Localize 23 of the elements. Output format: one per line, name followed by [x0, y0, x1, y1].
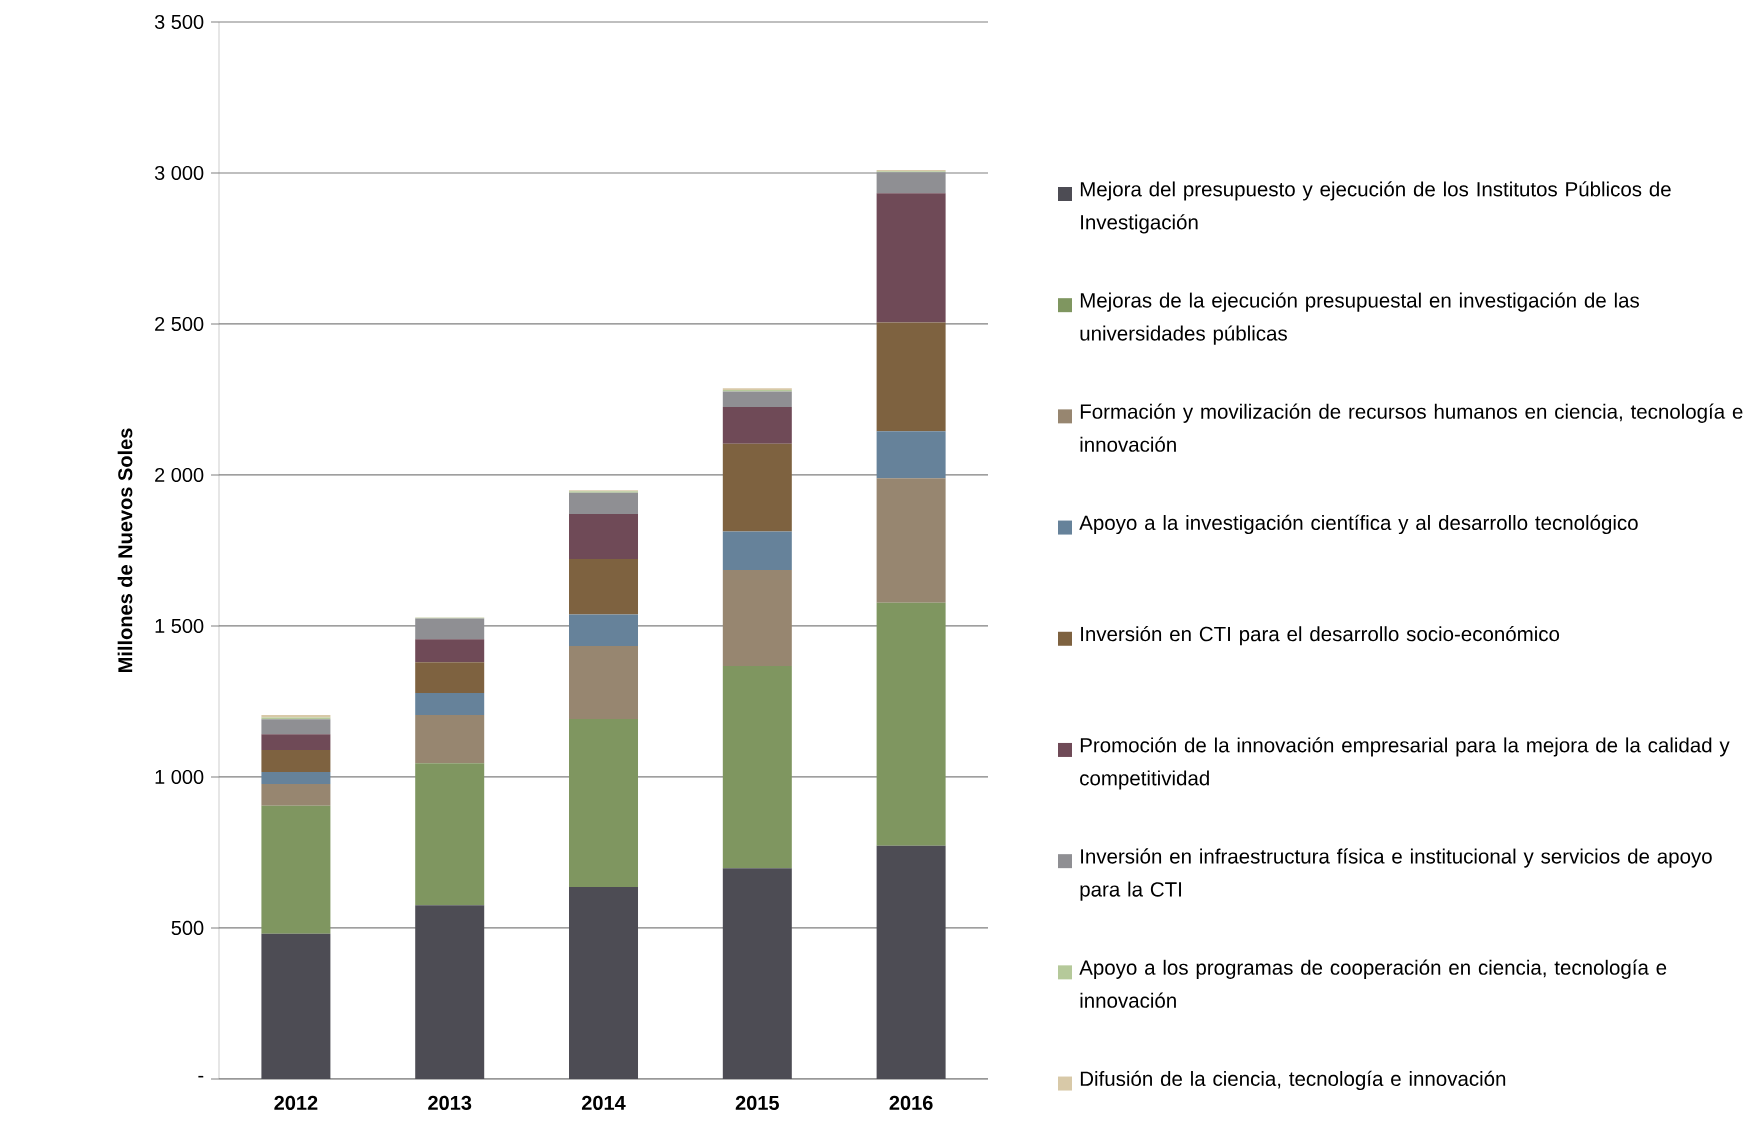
x-tick-label: 2015 [735, 1095, 779, 1110]
y-axis-title: Millones de Nuevos Soles [117, 428, 133, 672]
legend-label: Difusión de la ciencia, tecnología e innovación [1080, 1070, 1506, 1091]
legend-label: Promoción de la innovación empresarial para la mejora de la calidad y competitividad [1080, 737, 1730, 790]
legend-label: Apoyo a la investigación científica y al desarrollo tecnológico [1079, 514, 1638, 535]
x-tick-label: 2012 [274, 1095, 318, 1110]
legend-label: Mejoras de la ejecución presupuestal en investigación de las universidades públicas [1080, 292, 1639, 345]
x-tick-label: 2013 [428, 1095, 472, 1111]
legend-label: Formación y movilización de recursos humanos en ciencia, tecnología e innovación [1080, 403, 1743, 452]
y-tick-label: 2 000 [155, 467, 204, 483]
legend-label: Inversión en infraestructura física e institucional y servicios de apoyo para la CTI [1080, 848, 1712, 901]
x-tick-label: 2016 [889, 1095, 933, 1110]
y-tick-label: 2 500 [155, 316, 204, 332]
y-tick-label: - [198, 1075, 204, 1078]
y-tick-label: 1 000 [155, 769, 204, 785]
legend-label: Mejora del presupuesto y ejecución de los Institutos Públicos de Investigación [1080, 181, 1671, 234]
y-tick-label: 3 000 [154, 165, 204, 181]
legend-label: Apoyo a los programas de cooperación en ciencia, tecnología e innovación [1079, 959, 1667, 1008]
x-tick-label: 2014 [581, 1095, 626, 1110]
y-tick-label: 3 500 [154, 14, 204, 30]
y-tick-label: 1 500 [155, 618, 204, 634]
legend-label: Inversión en CTI para el desarrollo socio-económico [1081, 626, 1560, 646]
y-tick-label: 500 [171, 920, 204, 936]
